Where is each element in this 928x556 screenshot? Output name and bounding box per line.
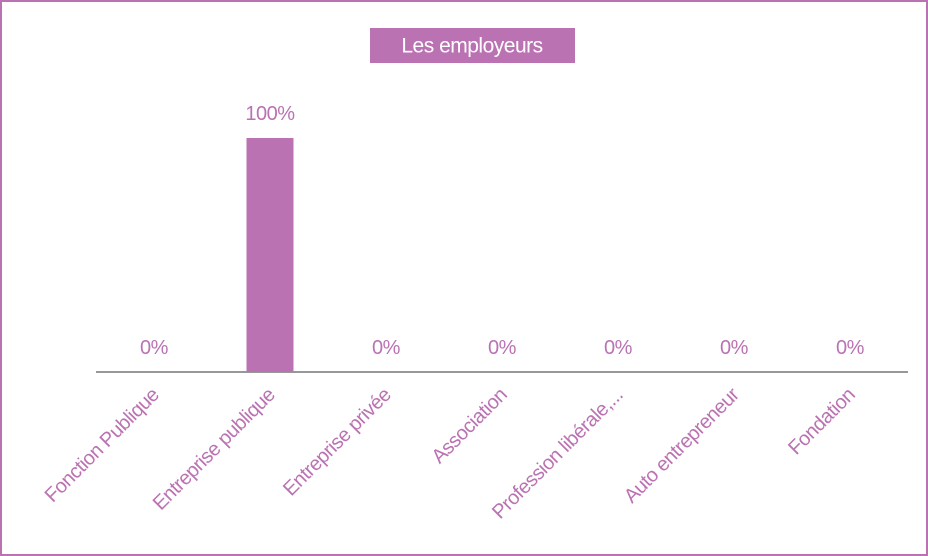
data-label: 0% — [140, 337, 169, 359]
data-label: 0% — [372, 337, 401, 359]
chart-title: Les employeurs — [401, 35, 542, 58]
data-label: 0% — [836, 337, 865, 359]
data-label: 0% — [720, 337, 749, 359]
data-label: 0% — [488, 337, 517, 359]
title-box — [370, 28, 575, 63]
bar — [246, 138, 294, 372]
data-label: 100% — [245, 103, 295, 125]
data-label: 0% — [604, 337, 633, 359]
